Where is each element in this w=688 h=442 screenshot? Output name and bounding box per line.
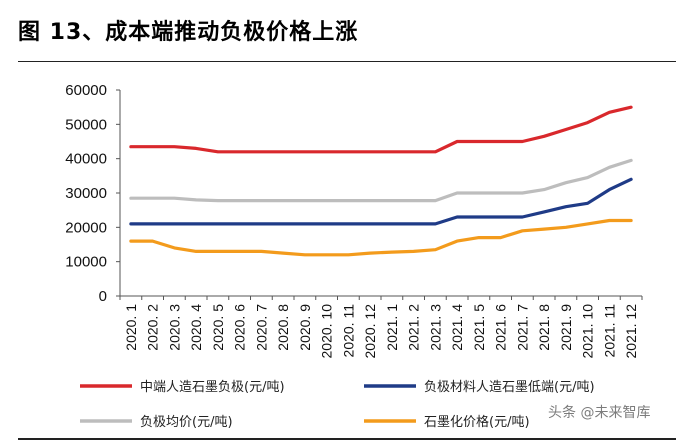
series-line-1	[129, 105, 633, 154]
x-tick-label: 2020. 12	[362, 304, 378, 359]
bottom-divider	[18, 438, 676, 440]
x-tick-label: 2020. 5	[210, 304, 226, 351]
series-line-4	[129, 218, 633, 257]
y-tick-label: 60000	[65, 82, 107, 99]
x-tick-label: 2020. 1	[123, 304, 139, 351]
x-tick-label: 2021. 12	[623, 304, 639, 359]
legend-label-4: 石墨化价格(元/吨)	[424, 414, 530, 430]
x-tick-label: 2021. 2	[406, 304, 422, 351]
x-tick-label: 2020. 10	[319, 304, 335, 359]
x-tick-label: 2020. 2	[145, 304, 161, 351]
x-tick-label: 2021. 8	[536, 304, 552, 351]
x-tick-label: 2021. 4	[449, 304, 465, 351]
series-line-2	[129, 177, 633, 226]
page-title: 图 13、成本端推动负极价格上涨	[18, 20, 359, 45]
y-axis: 0 10000 20000 30000 40000 50000 60000	[65, 82, 121, 305]
y-tick-label: 50000	[65, 116, 107, 133]
y-tick-label: 0	[99, 288, 107, 305]
x-tick-label: 2020. 3	[166, 304, 182, 351]
x-tick-label: 2020. 11	[340, 304, 356, 358]
x-tick-label: 2021. 1	[384, 304, 400, 351]
x-tick-label: 2020. 8	[275, 304, 291, 351]
watermark: 头条 @未来智库	[548, 405, 651, 421]
x-tick-label: 2020. 4	[188, 304, 204, 351]
x-axis: 2020. 1 2020. 2 2020. 3 2020. 4 2020. 5 2020.…	[119, 295, 643, 359]
x-tick-label: 2021. 7	[514, 304, 530, 351]
top-divider	[18, 61, 676, 62]
series-lines	[129, 105, 633, 257]
x-tick-label: 2021. 6	[493, 304, 509, 351]
legend-label-1: 中端人造石墨负极(元/吨)	[140, 380, 285, 395]
y-tick-label: 30000	[65, 185, 107, 202]
x-tick-label: 2021. 11	[601, 304, 617, 358]
x-tick-label: 2021. 5	[471, 304, 487, 351]
x-tick-label: 2020. 6	[232, 304, 248, 351]
x-tick-label: 2020. 7	[253, 304, 269, 351]
legend-label-3: 负极均价(元/吨)	[140, 415, 233, 430]
x-tick-label: 2021. 10	[580, 304, 596, 359]
legend-label-2: 负极材料人造石墨低端(元/吨)	[424, 380, 595, 395]
series-line-3	[129, 158, 633, 203]
y-tick-label: 10000	[65, 254, 107, 271]
y-tick-label: 20000	[65, 219, 107, 236]
x-tick-label: 2020. 9	[297, 304, 313, 351]
x-tick-label: 2021. 9	[558, 304, 574, 351]
y-tick-label: 40000	[65, 151, 107, 168]
x-tick-label: 2021. 3	[427, 304, 443, 351]
legend: 中端人造石墨负极(元/吨) 负极材料人造石墨低端(元/吨) 负极均价(元/吨) 石墨化…	[80, 380, 595, 430]
